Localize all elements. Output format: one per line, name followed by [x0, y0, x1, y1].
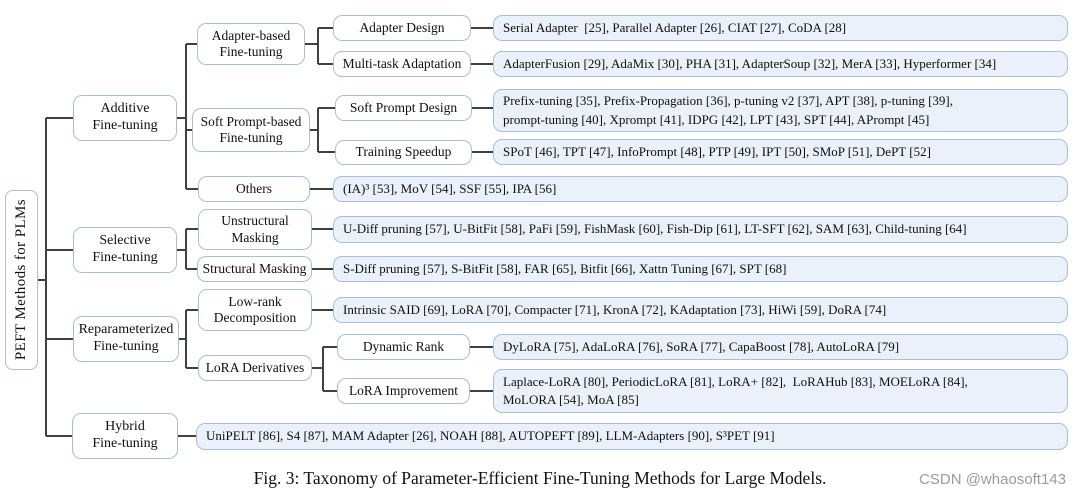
node-adapter-based-fine-tuning: Adapter-based Fine-tuning: [197, 23, 305, 65]
node-label: Structural Masking: [202, 260, 307, 276]
node-root-peft-methods: PEFT Methods for PLMs: [5, 190, 38, 370]
leaf-text: Intrinsic SAID [69], LoRA [70], Compacte…: [343, 301, 887, 317]
leaf-training-speedup-methods: SPoT [46], TPT [47], InfoPrompt [48], PT…: [493, 139, 1068, 165]
leaf-text: DyLoRA [75], AdaLoRA [76], SoRA [77], Ca…: [503, 338, 900, 354]
leaf-lora-improvement-methods: Laplace-LoRA [80], PeriodicLoRA [81], Lo…: [493, 369, 1068, 413]
node-label: Selective Fine-tuning: [92, 233, 158, 265]
node-hybrid-fine-tuning: Hybrid Fine-tuning: [72, 413, 178, 459]
leaf-others-methods: (IA)³ [53], MoV [54], SSF [55], IPA [56]: [333, 176, 1068, 202]
figure-caption-text: Fig. 3: Taxonomy of Parameter-Efficient …: [253, 468, 827, 488]
leaf-text: AdapterFusion [29], AdaMix [30], PHA [31…: [503, 55, 997, 71]
node-soft-prompt-based-fine-tuning: Soft Prompt-based Fine-tuning: [192, 108, 310, 152]
node-label: Adapter Design: [359, 19, 445, 35]
node-label: Additive Fine-tuning: [92, 101, 158, 133]
node-label: Soft Prompt Design: [349, 99, 458, 115]
watermark-text: CSDN @whaosoft143: [919, 471, 1066, 488]
node-label: Reparameterized Fine-tuning: [78, 322, 174, 354]
node-training-speedup: Training Speedup: [335, 140, 472, 165]
node-label: Unstructural Masking: [221, 213, 289, 245]
leaf-text: SPoT [46], TPT [47], InfoPrompt [48], PT…: [503, 143, 931, 159]
node-label: Training Speedup: [355, 144, 452, 160]
node-label: Hybrid Fine-tuning: [92, 419, 158, 451]
leaf-text: UniPELT [86], S4 [87], MAM Adapter [26],…: [206, 428, 775, 444]
node-lora-improvement: LoRA Improvement: [337, 378, 470, 404]
node-others: Others: [198, 176, 310, 202]
leaf-text: Serial Adapter [25], Parallel Adapter [2…: [503, 19, 847, 35]
node-adapter-design: Adapter Design: [333, 15, 471, 41]
leaf-text: Laplace-LoRA [80], PeriodicLoRA [81], Lo…: [503, 373, 968, 407]
node-label: Low-rank Decomposition: [213, 293, 297, 325]
node-lora-derivatives: LoRA Derivatives: [198, 355, 312, 381]
node-label: Dynamic Rank: [362, 338, 445, 354]
figure-caption: Fig. 3: Taxonomy of Parameter-Efficient …: [0, 468, 1080, 489]
leaf-hybrid-fine-tuning-methods: UniPELT [86], S4 [87], MAM Adapter [26],…: [196, 423, 1068, 450]
leaf-multi-task-adaptation-methods: AdapterFusion [29], AdaMix [30], PHA [31…: [493, 51, 1068, 77]
node-label: LoRA Derivatives: [205, 359, 305, 375]
leaf-soft-prompt-design-methods: Prefix-tuning [35], Prefix-Propagation […: [493, 89, 1068, 132]
node-reparameterized-fine-tuning: Reparameterized Fine-tuning: [73, 316, 179, 362]
leaf-structural-masking-methods: S-Diff pruning [57], S-BitFit [58], FAR …: [333, 256, 1068, 282]
connector-paths: [38, 27, 493, 437]
node-dynamic-rank: Dynamic Rank: [337, 334, 470, 360]
leaf-text: (IA)³ [53], MoV [54], SSF [55], IPA [56]: [343, 180, 557, 196]
node-label: Multi-task Adaptation: [342, 55, 462, 71]
node-multi-task-adaptation: Multi-task Adaptation: [333, 51, 471, 77]
leaf-text: Prefix-tuning [35], Prefix-Propagation […: [503, 93, 953, 127]
leaf-low-rank-decomposition-methods: Intrinsic SAID [69], LoRA [70], Compacte…: [333, 297, 1068, 323]
leaf-unstructural-masking-methods: U-Diff pruning [57], U-BitFit [58], PaFi…: [333, 216, 1068, 243]
node-low-rank-decomposition: Low-rank Decomposition: [198, 289, 312, 331]
node-label: Soft Prompt-based Fine-tuning: [200, 113, 302, 145]
leaf-adapter-design-methods: Serial Adapter [25], Parallel Adapter [2…: [493, 15, 1068, 41]
node-additive-fine-tuning: Additive Fine-tuning: [73, 95, 177, 141]
leaf-dynamic-rank-methods: DyLoRA [75], AdaLoRA [76], SoRA [77], Ca…: [493, 334, 1068, 360]
node-structural-masking: Structural Masking: [197, 256, 312, 282]
node-label: Others: [236, 180, 272, 196]
leaf-text: U-Diff pruning [57], U-BitFit [58], PaFi…: [343, 221, 967, 237]
node-selective-fine-tuning: Selective Fine-tuning: [73, 227, 177, 273]
leaf-text: S-Diff pruning [57], S-BitFit [58], FAR …: [343, 260, 787, 276]
node-soft-prompt-design: Soft Prompt Design: [335, 95, 472, 121]
node-label: Adapter-based Fine-tuning: [211, 27, 291, 59]
node-root-label: PEFT Methods for PLMs: [13, 199, 29, 361]
node-unstructural-masking: Unstructural Masking: [198, 209, 312, 250]
node-label: LoRA Improvement: [348, 382, 459, 398]
